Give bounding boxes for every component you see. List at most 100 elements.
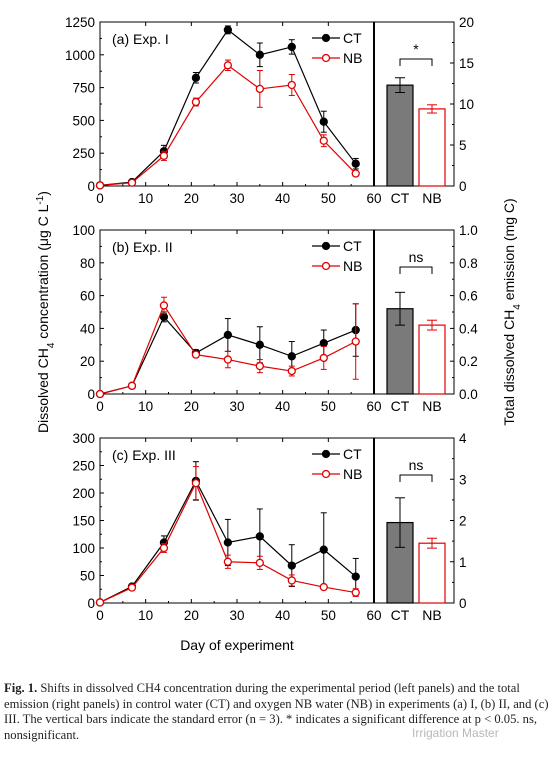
x-tick-label: 50: [321, 608, 336, 623]
y-tick-label: 750: [72, 81, 95, 96]
panel-label: (c) Exp. III: [112, 447, 176, 463]
data-point: [223, 330, 233, 340]
bar-category-label: NB: [422, 607, 441, 623]
right-y-tick-label: 15: [459, 56, 474, 71]
legend-label: CT: [343, 446, 362, 462]
legend: CT NB: [312, 446, 362, 482]
x-tick-label: 20: [184, 608, 199, 623]
significance-bracket: [399, 474, 433, 482]
bar-CT: [386, 84, 414, 187]
right-y-tick-label: 4: [459, 431, 467, 446]
data-point: [255, 558, 264, 567]
series-NB: [95, 466, 360, 607]
y-tick-label: 300: [72, 431, 95, 446]
data-point: [255, 50, 264, 59]
significance-bracket: [399, 266, 433, 274]
data-point: [223, 61, 233, 70]
x-tick-label: 20: [184, 399, 199, 414]
legend: CT NB: [312, 30, 362, 66]
y-tick-label: 1250: [65, 15, 95, 30]
data-point: [287, 576, 296, 585]
y-axis-label-left: Dissolved CH4 concentration (μg C L-1): [35, 191, 57, 433]
x-tick-label: 40: [275, 191, 290, 206]
data-point: [319, 117, 328, 126]
series-line: [99, 29, 357, 186]
y-tick-label: 250: [72, 146, 95, 161]
y-axis-label-right: Total dissolved CH4 emission (mg C): [501, 198, 523, 425]
significance-bracket: [399, 58, 433, 66]
x-tick-label: 30: [229, 191, 244, 206]
x-tick-label: 40: [275, 399, 290, 414]
legend-marker: [321, 241, 331, 251]
panel-1: 0 10 20 30 40 50 60 0 250 500 750 1000 1250 0 5 10 15 20 (…: [65, 15, 474, 206]
series-CT: [95, 303, 360, 399]
y-label-subscript: 4: [512, 304, 523, 310]
right-y-tick-label: 2: [459, 514, 467, 529]
legend-label: NB: [343, 50, 362, 66]
bar-NB: [418, 542, 446, 604]
significance-label: *: [413, 41, 419, 57]
right-y-tick-label: 5: [459, 138, 467, 153]
data-point: [95, 181, 105, 190]
x-tick-label: 30: [229, 399, 244, 414]
x-tick-label: 10: [138, 608, 153, 623]
data-point: [319, 339, 328, 348]
x-tick-label: 60: [366, 399, 381, 414]
bar-category-label: CT: [391, 607, 410, 623]
y-tick-label: 500: [72, 113, 95, 128]
data-point: [127, 583, 137, 592]
caption-text: Shifts in dissolved CH4 concentration du…: [4, 681, 549, 742]
data-point: [351, 572, 360, 581]
data-point: [223, 538, 233, 547]
x-tick-label: 50: [321, 399, 336, 414]
bar-category-label: NB: [422, 398, 441, 414]
legend-marker: [321, 449, 331, 459]
y-tick-label: 0: [87, 596, 95, 611]
right-y-tick-label: 20: [459, 15, 474, 30]
data-point: [159, 543, 169, 553]
data-point: [319, 545, 328, 554]
y-tick-label: 100: [72, 541, 95, 556]
series-NB: [95, 296, 360, 399]
data-point: [159, 301, 169, 310]
data-point: [159, 312, 169, 322]
x-tick-label: 50: [321, 191, 336, 206]
caption-label: Fig. 1.: [4, 681, 38, 695]
panel-3: 0 10 20 30 40 50 60 0 50 100 150 200 250 300 0 1 2 3 4 (c) …: [72, 431, 467, 623]
y-tick-label: 80: [80, 256, 95, 271]
bar-CT: [386, 308, 414, 395]
x-tick-label: 0: [96, 608, 104, 623]
data-point: [351, 159, 360, 168]
y-label-part: ): [35, 191, 51, 196]
x-tick-label: 20: [184, 191, 199, 206]
data-point: [191, 97, 201, 107]
legend-marker: [321, 261, 331, 271]
bar-category-label: CT: [391, 398, 410, 414]
x-axis-label: Day of experiment: [180, 637, 294, 653]
data-point: [255, 532, 264, 541]
bar-NB: [418, 108, 446, 187]
y-label-superscript: -1: [35, 195, 46, 204]
data-point: [287, 561, 296, 570]
data-point: [223, 25, 233, 35]
x-tick-label: 10: [138, 399, 153, 414]
data-point: [95, 389, 105, 399]
right-y-tick-label: 0.8: [459, 256, 478, 271]
right-y-tick-label: 0.6: [459, 289, 478, 304]
legend-marker: [321, 469, 331, 479]
data-point: [319, 582, 328, 592]
data-point: [351, 169, 360, 178]
series-line: [99, 64, 357, 186]
right-y-tick-label: 0: [459, 179, 467, 194]
y-tick-label: 250: [72, 459, 95, 474]
y-tick-label: 1000: [65, 48, 95, 63]
y-tick-label: 0: [87, 387, 95, 402]
figure-caption: Fig. 1. Shifts in dissolved CH4 concentr…: [4, 681, 550, 743]
y-label-subscript: 4: [46, 342, 57, 348]
data-point: [95, 598, 105, 607]
right-y-tick-label: 0: [459, 596, 467, 611]
y-tick-label: 40: [80, 321, 95, 336]
y-label-part: Total dissolved CH: [501, 310, 517, 426]
data-point: [319, 353, 328, 363]
data-point: [287, 352, 296, 361]
